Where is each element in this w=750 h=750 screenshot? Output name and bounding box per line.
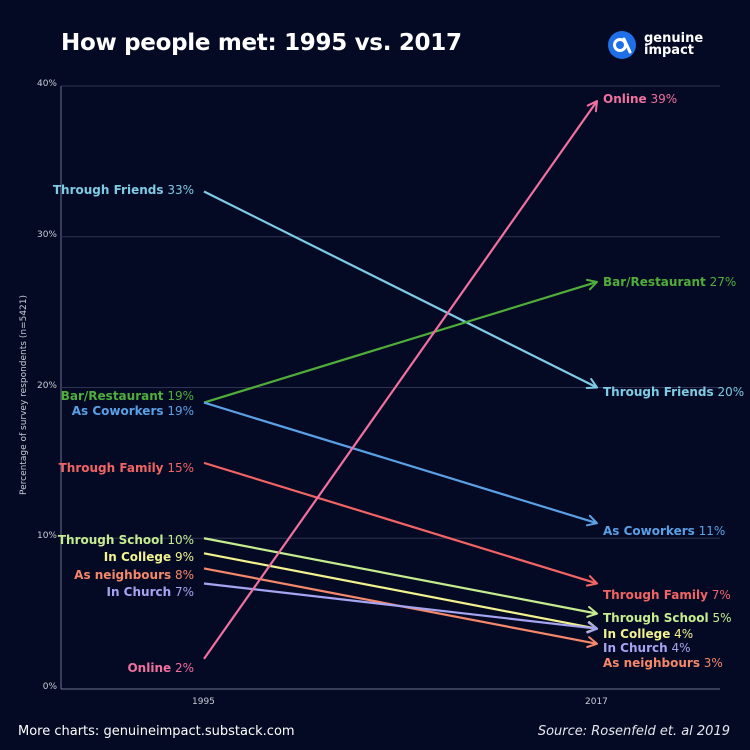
value-1995: 15% bbox=[163, 461, 194, 475]
value-2017: 11% bbox=[694, 524, 726, 538]
value-1995: 33% bbox=[163, 183, 194, 197]
label-2017-online: Online 39% bbox=[603, 92, 677, 106]
footer-link[interactable]: More charts: genuineimpact.substack.com bbox=[18, 724, 295, 739]
series-name: Bar/Restaurant bbox=[60, 389, 164, 403]
value-1995: 19% bbox=[163, 389, 194, 403]
brand-name: genuine impact bbox=[644, 31, 704, 58]
value-1995: 8% bbox=[171, 568, 194, 582]
series-name: Bar/Restaurant bbox=[603, 275, 706, 289]
series-name: As neighbours bbox=[603, 656, 700, 670]
label-1995-in-college: In College 9% bbox=[104, 550, 194, 564]
series-name: Through Family bbox=[603, 588, 708, 602]
value-1995: 10% bbox=[163, 533, 194, 547]
x-tick-label: 2017 bbox=[585, 697, 608, 707]
series-line-bar-restaurant bbox=[203, 278, 598, 404]
series-name: Through School bbox=[57, 533, 164, 547]
label-2017-bar-restaurant: Bar/Restaurant 27% bbox=[603, 275, 736, 289]
x-tick-label: 1995 bbox=[192, 697, 215, 707]
label-1995-as-coworkers: As Coworkers 19% bbox=[72, 404, 194, 418]
series-name: In Church bbox=[603, 641, 668, 655]
y-tick-label: 40% bbox=[36, 79, 57, 89]
series-name: Through Friends bbox=[603, 385, 714, 399]
series-line-through-school bbox=[203, 537, 598, 618]
series-name: In Church bbox=[106, 585, 172, 599]
value-2017: 5% bbox=[708, 611, 732, 625]
value-1995: 2% bbox=[171, 661, 194, 675]
series-line-online bbox=[203, 100, 598, 660]
brand-line-1: genuine bbox=[644, 31, 704, 46]
label-1995-through-friends: Through Friends 33% bbox=[53, 183, 194, 197]
label-2017-in-church: In Church 4% bbox=[603, 641, 691, 655]
value-2017: 4% bbox=[667, 641, 691, 655]
series-line-through-family bbox=[203, 461, 598, 587]
series-line-as-coworkers bbox=[203, 401, 598, 527]
chart-title: How people met: 1995 vs. 2017 bbox=[61, 30, 462, 56]
label-1995-through-family: Through Family 15% bbox=[59, 461, 194, 475]
brand-logo: genuine impact bbox=[608, 31, 703, 59]
series-name: Through Family bbox=[58, 461, 164, 475]
label-1995-in-church: In Church 7% bbox=[106, 585, 194, 599]
y-tick-label: 30% bbox=[36, 229, 57, 240]
label-2017-through-school: Through School 5% bbox=[603, 611, 732, 625]
value-1995: 9% bbox=[171, 550, 194, 564]
label-1995-bar-restaurant: Bar/Restaurant 19% bbox=[61, 389, 194, 403]
label-1995-through-school: Through School 10% bbox=[58, 533, 194, 547]
series-name: As Coworkers bbox=[603, 524, 695, 538]
label-2017-as-coworkers: As Coworkers 11% bbox=[603, 524, 725, 538]
label-1995-online: Online 2% bbox=[127, 661, 194, 675]
series-name: In College bbox=[603, 627, 671, 641]
label-2017-as-neighbours: As neighbours 3% bbox=[603, 656, 723, 670]
series-name: Through Friends bbox=[52, 183, 164, 197]
y-tick-label: 10% bbox=[36, 531, 57, 542]
value-2017: 7% bbox=[707, 588, 731, 602]
value-2017: 20% bbox=[713, 385, 745, 399]
series-line-through-friends bbox=[203, 190, 598, 389]
source-note: Source: Rosenfeld et. al 2019 bbox=[537, 724, 730, 739]
label-2017-through-friends: Through Friends 20% bbox=[603, 385, 744, 399]
series-line-in-church bbox=[203, 582, 598, 634]
y-tick-label: 20% bbox=[36, 380, 57, 391]
series-name: As neighbours bbox=[74, 568, 172, 582]
label-2017-through-family: Through Family 7% bbox=[603, 588, 731, 602]
series-name: Through School bbox=[603, 611, 709, 625]
series-name: Online bbox=[127, 661, 172, 675]
series-name: As Coworkers bbox=[71, 404, 164, 418]
value-2017: 39% bbox=[646, 92, 678, 106]
series-name: In College bbox=[103, 550, 172, 564]
series-name: Online bbox=[603, 92, 647, 106]
value-2017: 4% bbox=[670, 627, 694, 641]
value-2017: 3% bbox=[699, 656, 723, 670]
value-1995: 19% bbox=[163, 404, 194, 418]
brand-line-2: impact bbox=[644, 43, 695, 58]
value-1995: 7% bbox=[171, 585, 194, 599]
label-2017-in-college: In College 4% bbox=[603, 627, 693, 641]
value-2017: 27% bbox=[705, 275, 737, 289]
y-tick-label: 0% bbox=[42, 682, 57, 692]
y-axis-title: Percentage of survey respondents (n=5421… bbox=[19, 294, 29, 496]
label-1995-as-neighbours: As neighbours 8% bbox=[74, 568, 194, 582]
genuine-impact-logo-icon bbox=[608, 31, 636, 59]
